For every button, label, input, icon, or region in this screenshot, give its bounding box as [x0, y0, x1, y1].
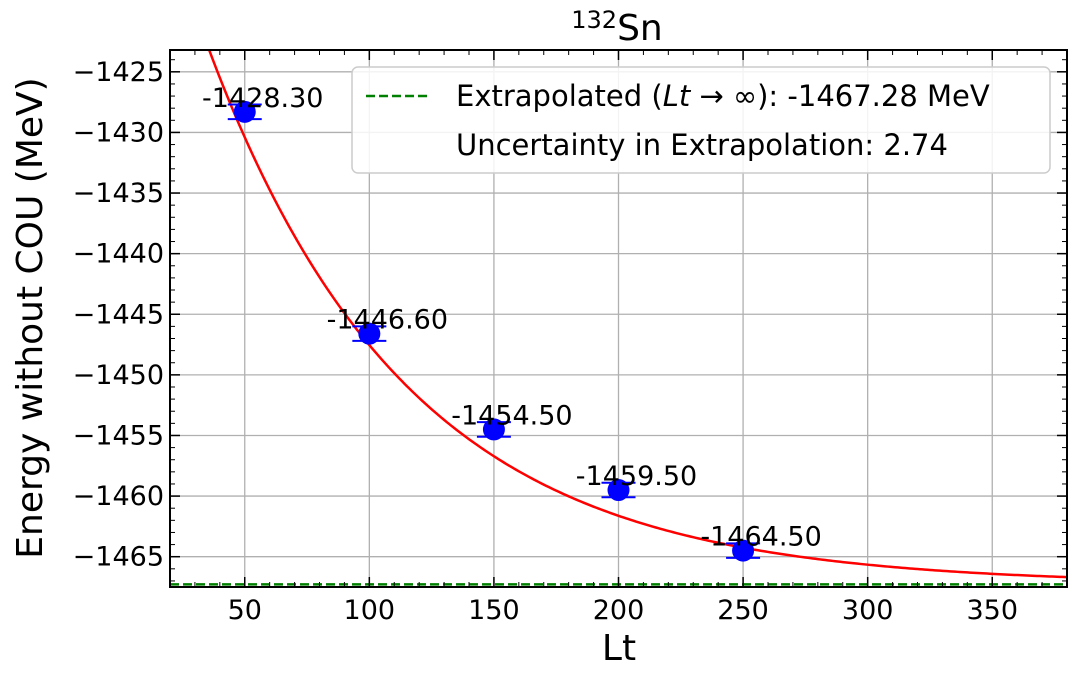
data-point: [607, 479, 630, 502]
title-main: Sn: [617, 8, 663, 49]
y-tick-label: −1460: [73, 481, 164, 512]
data-point: [732, 539, 755, 562]
x-tick-label: 100: [344, 595, 396, 626]
x-tick-label: 250: [717, 595, 769, 626]
y-tick-label: −1455: [73, 420, 164, 451]
y-tick-label: −1465: [73, 542, 164, 573]
legend-entry-text: → ∞): -1467.28 MeV: [690, 79, 990, 113]
fit-curve: [207, 50, 1067, 579]
x-tick-label: 300: [842, 595, 894, 626]
legend-entry-text: Extrapolated (: [456, 79, 663, 113]
x-axis-title: Lt: [602, 628, 636, 669]
x-tick-label: 350: [966, 595, 1018, 626]
title-superscript: 132: [571, 6, 617, 34]
y-tick-label: −1450: [73, 360, 164, 391]
data-label: -1428.30: [202, 83, 323, 114]
legend-box: [351, 66, 1051, 174]
fit-layer: [207, 50, 1067, 579]
points-layer: -1428.30 -1446.60 -1454.50-1459.50-1464.50: [202, 83, 822, 562]
y-tick-label: −1425: [73, 57, 164, 88]
y-tick-label: −1440: [73, 239, 164, 270]
x-tick-label: 50: [228, 595, 262, 626]
data-point: [482, 418, 505, 441]
y-tick-label: −1445: [73, 299, 164, 330]
y-tick-label: −1435: [73, 178, 164, 209]
x-tick-label: 200: [593, 595, 645, 626]
data-label: -1446.60: [327, 305, 448, 336]
axes: 50 100 150 200 250 300 350 −1425 −1430 −1435 −1440…: [73, 49, 1068, 626]
data-point: [358, 322, 381, 345]
y-axis-title: Energy without COU (MeV): [10, 77, 51, 558]
legend: Extrapolated (Lt → ∞): -1467.28 MeV Uncer…: [351, 66, 1051, 174]
legend-entry-extrapolated: Extrapolated (Lt → ∞): -1467.28 MeV: [456, 79, 990, 113]
data-label: -1454.50: [451, 400, 572, 431]
legend-entry-italic: Lt: [663, 79, 692, 113]
data-label: -1459.50: [576, 461, 697, 492]
legend-entry-uncertainty: Uncertainty in Extrapolation: 2.74: [456, 128, 948, 162]
x-tick-label: 150: [468, 595, 520, 626]
data-point: [233, 100, 256, 123]
data-label: -1464.50: [700, 522, 821, 553]
y-tick-label: −1430: [73, 117, 164, 148]
chart-title: 132Sn: [571, 6, 662, 49]
